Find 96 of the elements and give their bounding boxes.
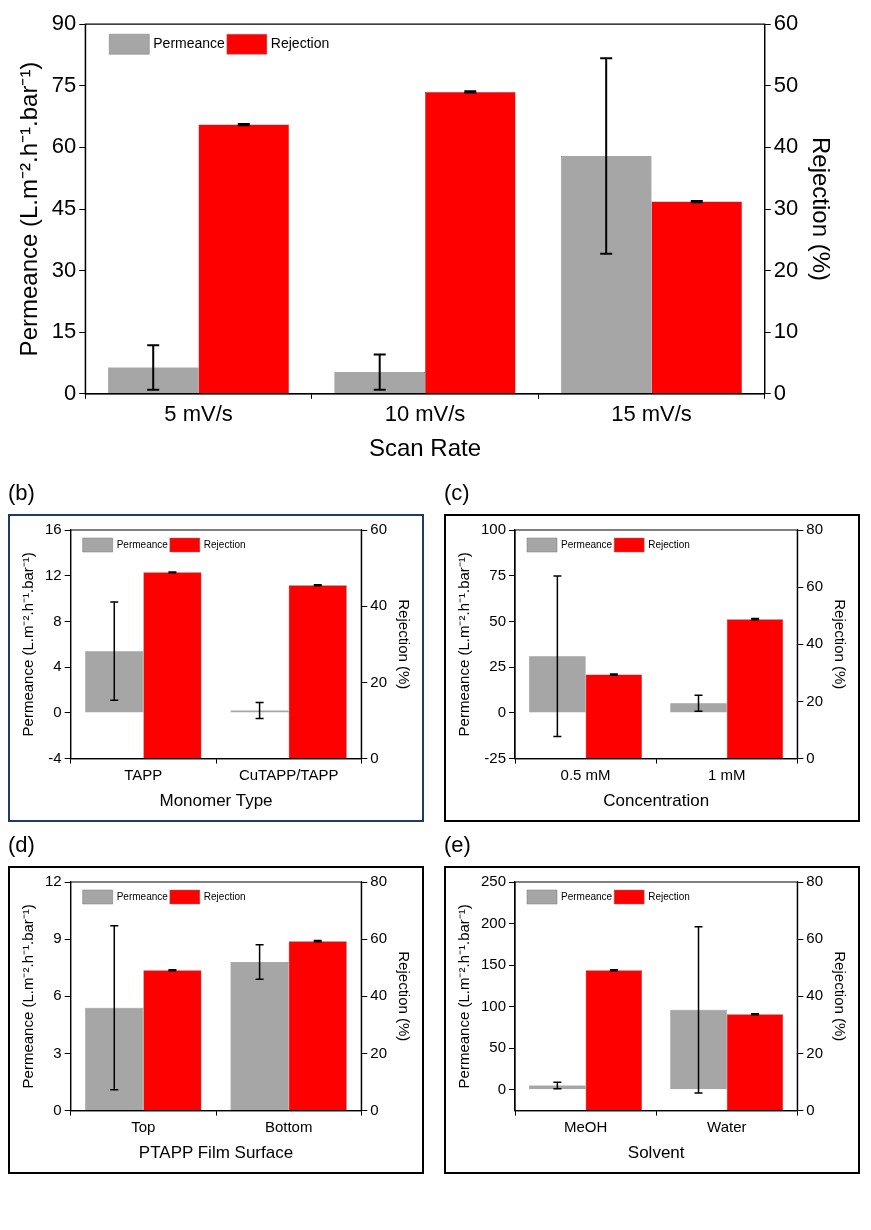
legend-label: Rejection xyxy=(203,890,246,902)
y2-tick-label: 20 xyxy=(806,691,823,709)
y2-tick-label: 60 xyxy=(370,520,387,538)
y-tick-label: 0 xyxy=(53,703,62,721)
x-axis-title: Monomer Type xyxy=(159,791,273,811)
y2-tick-label: 20 xyxy=(773,256,799,282)
chart-title: (e) xyxy=(444,832,472,858)
y2-tick-label: 20 xyxy=(806,1043,823,1061)
legend-label: Permeance xyxy=(561,890,613,902)
y-tick-label: 12 xyxy=(45,872,62,890)
legend-label: Permeance xyxy=(116,890,169,902)
y2-tick-label: 60 xyxy=(806,577,823,595)
y2-tick-label: 60 xyxy=(806,929,823,947)
y-tick-label: 4 xyxy=(53,657,62,675)
x-tick-label: 5 mV/s xyxy=(164,401,233,427)
y2-tick-label: 40 xyxy=(806,986,823,1004)
y-tick-label: 8 xyxy=(53,611,62,629)
y2-axis-title: Rejection (%) xyxy=(395,599,413,690)
y-tick-label: 3 xyxy=(53,1043,62,1061)
x-tick-label: MeOH xyxy=(563,1117,608,1135)
y-tick-label: 30 xyxy=(51,256,77,282)
chart-title: (b) xyxy=(8,480,36,506)
y-tick-label: 75 xyxy=(489,565,507,583)
y-tick-label: 150 xyxy=(481,955,507,973)
y2-tick-label: 0 xyxy=(806,1100,815,1118)
x-tick-label: 10 mV/s xyxy=(384,401,466,427)
legend-label: Rejection xyxy=(203,538,246,550)
x-axis-title: Concentration xyxy=(603,791,710,811)
legend-label: Rejection xyxy=(648,538,690,550)
y-tick-label: 25 xyxy=(489,657,507,675)
y2-tick-label: 20 xyxy=(370,1043,387,1061)
y2-axis-title: Rejection (%) xyxy=(831,599,849,690)
x-tick-label: 0.5 mM xyxy=(560,765,611,783)
y2-tick-label: 0 xyxy=(806,748,815,766)
chart-title: (c) xyxy=(444,480,471,506)
x-tick-label: Water xyxy=(707,1117,747,1135)
y2-tick-label: 60 xyxy=(773,10,799,36)
y-tick-label: 16 xyxy=(45,520,62,538)
y-axis-title: Permeance (L.m⁻².h⁻¹.bar⁻¹) xyxy=(455,904,473,1089)
y-tick-label: 50 xyxy=(489,611,507,629)
legend-label: Permeance xyxy=(153,35,226,52)
y-axis-title: Permeance (L.m⁻².h⁻¹.bar⁻¹) xyxy=(15,61,43,357)
y-tick-label: 45 xyxy=(51,195,77,221)
y2-tick-label: 10 xyxy=(773,318,799,344)
legend-label: Rejection xyxy=(648,890,690,902)
y-tick-label: 9 xyxy=(53,929,62,947)
y-tick-label: 60 xyxy=(51,133,77,159)
x-tick-label: Top xyxy=(131,1117,156,1135)
y2-tick-label: 80 xyxy=(806,520,823,538)
x-tick-label: Bottom xyxy=(264,1117,313,1135)
legend-label: Permeance xyxy=(561,538,613,550)
y2-axis-title: Rejection (%) xyxy=(831,951,849,1042)
y2-tick-label: 80 xyxy=(806,872,823,890)
y-tick-label: 90 xyxy=(51,10,77,36)
x-axis-title: PTAPP Film Surface xyxy=(138,1143,294,1163)
y-tick-label: 100 xyxy=(481,520,507,538)
y-tick-label: 100 xyxy=(481,996,507,1014)
legend-label: Rejection xyxy=(270,35,330,52)
x-tick-label: 15 mV/s xyxy=(611,401,692,427)
y-tick-label: -4 xyxy=(48,748,62,766)
y2-axis-title: Rejection (%) xyxy=(807,136,835,282)
y-tick-label: 0 xyxy=(497,703,507,721)
y2-tick-label: 60 xyxy=(370,929,387,947)
y2-tick-label: 30 xyxy=(773,195,799,221)
y2-tick-label: 50 xyxy=(773,71,799,97)
y-tick-label: 250 xyxy=(481,872,507,890)
legend-label: Permeance xyxy=(116,538,169,550)
y-tick-label: 0 xyxy=(64,379,77,405)
x-axis-title: Solvent xyxy=(627,1143,685,1163)
x-tick-label: CuTAPP/TAPP xyxy=(238,765,339,783)
y2-tick-label: 20 xyxy=(370,672,387,690)
chart-title: (d) xyxy=(8,832,36,858)
y-tick-label: 12 xyxy=(45,565,62,583)
y2-tick-label: 40 xyxy=(806,634,823,652)
y-tick-label: 0 xyxy=(497,1079,507,1097)
y-axis-title: Permeance (L.m⁻².h⁻¹.bar⁻¹) xyxy=(455,552,473,737)
y-tick-label: 15 xyxy=(51,318,77,344)
y2-tick-label: 80 xyxy=(370,872,387,890)
y2-tick-label: 0 xyxy=(370,748,379,766)
y2-tick-label: 40 xyxy=(370,986,387,1004)
x-tick-label: 1 mM xyxy=(707,765,746,783)
y-axis-title: Permeance (L.m⁻².h⁻¹.bar⁻¹) xyxy=(19,904,37,1089)
x-tick-label: TAPP xyxy=(124,765,163,783)
y-tick-label: 6 xyxy=(53,986,62,1004)
x-axis-title: Scan Rate xyxy=(368,434,482,462)
y-axis-title: Permeance (L.m⁻².h⁻¹.bar⁻¹) xyxy=(19,552,37,737)
y-tick-label: 0 xyxy=(53,1100,62,1118)
y-tick-label: 75 xyxy=(51,71,77,97)
y2-axis-title: Rejection (%) xyxy=(395,951,413,1042)
y-tick-label: -25 xyxy=(484,748,507,766)
y2-tick-label: 0 xyxy=(773,379,786,405)
y2-tick-label: 40 xyxy=(773,133,799,159)
y-tick-label: 200 xyxy=(481,913,507,931)
y2-tick-label: 40 xyxy=(370,596,387,614)
y2-tick-label: 0 xyxy=(370,1100,379,1118)
y-tick-label: 50 xyxy=(489,1038,507,1056)
